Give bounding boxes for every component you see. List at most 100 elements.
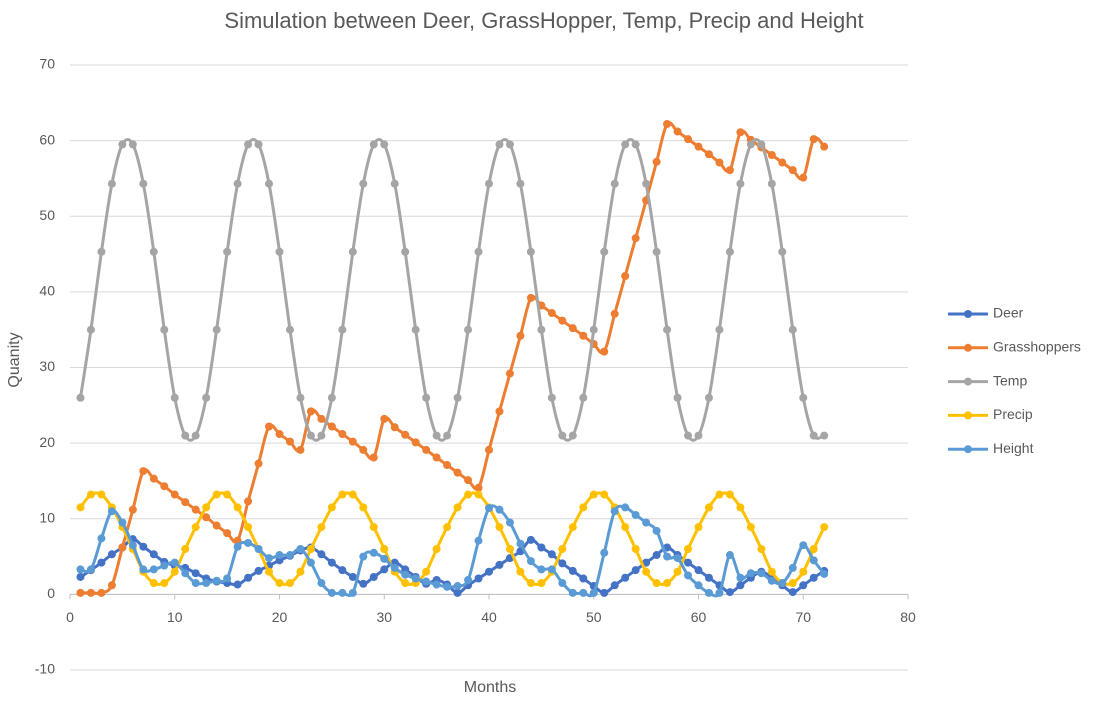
data-point [568, 588, 577, 597]
data-point [244, 497, 253, 506]
data-point [757, 545, 766, 553]
data-point [191, 505, 200, 514]
data-point [76, 572, 85, 581]
data-point [558, 559, 567, 568]
data-point [526, 293, 535, 302]
data-point [589, 588, 598, 597]
data-point [86, 588, 95, 597]
data-point [285, 551, 294, 560]
data-point [223, 574, 232, 583]
data-point [181, 498, 190, 507]
data-point [139, 467, 148, 476]
data-point [631, 510, 640, 519]
data-point [233, 542, 242, 551]
data-point [97, 558, 106, 567]
data-point [746, 569, 755, 578]
data-point [296, 445, 305, 454]
data-point [359, 503, 368, 512]
data-point [715, 490, 724, 499]
data-point [464, 490, 473, 499]
data-point [453, 468, 462, 477]
data-point [390, 563, 399, 572]
data-point [600, 490, 609, 499]
data-point [621, 523, 630, 532]
y-tick-label: 20 [39, 434, 55, 450]
data-point [746, 523, 755, 532]
data-point [505, 140, 514, 149]
y-tick-label: 70 [39, 56, 55, 72]
data-point [799, 567, 808, 576]
data-point [327, 422, 336, 431]
data-point [359, 579, 368, 588]
data-point [673, 127, 682, 136]
data-point [788, 588, 797, 597]
data-point [212, 490, 221, 499]
data-point [464, 476, 473, 485]
data-point [767, 150, 776, 159]
data-point [537, 579, 546, 588]
data-point [495, 560, 504, 569]
data-point [579, 588, 588, 597]
data-point [422, 577, 431, 586]
data-point [160, 325, 169, 334]
data-point [600, 247, 609, 256]
data-point [495, 505, 504, 514]
data-point [474, 483, 483, 492]
data-point [327, 393, 336, 402]
data-point [285, 579, 294, 588]
data-point [600, 548, 609, 557]
legend-label: Grasshoppers [993, 339, 1081, 355]
data-point [432, 580, 441, 589]
x-tick-label: 60 [691, 609, 707, 625]
data-point [149, 579, 158, 588]
legend-marker [964, 411, 972, 420]
data-point [725, 247, 734, 256]
data-point [411, 325, 420, 334]
data-point [526, 557, 535, 566]
data-point [223, 247, 232, 256]
data-point [317, 414, 326, 423]
data-point [568, 523, 577, 532]
data-point [621, 503, 630, 512]
data-point [265, 422, 274, 431]
legend-marker [964, 343, 972, 352]
data-point [736, 581, 745, 590]
data-point [568, 566, 577, 575]
data-point [244, 140, 253, 149]
x-tick-label: 80 [900, 609, 916, 625]
data-point [579, 331, 588, 340]
data-point [704, 393, 713, 402]
data-point [422, 567, 431, 576]
data-point [181, 545, 190, 553]
x-tick-label: 30 [376, 609, 392, 625]
data-point [422, 445, 431, 454]
data-point [254, 545, 263, 553]
data-point [684, 558, 693, 567]
data-point [359, 179, 368, 188]
x-tick-label: 70 [795, 609, 811, 625]
data-point [338, 588, 347, 597]
data-point [516, 539, 525, 548]
data-point [485, 504, 493, 513]
data-point [139, 179, 148, 188]
legend-label: Height [993, 440, 1034, 456]
data-point [139, 565, 148, 574]
y-tick-label: 40 [39, 283, 55, 299]
data-point [359, 552, 368, 561]
data-point [537, 325, 546, 334]
data-point [558, 579, 567, 588]
data-point [149, 474, 158, 483]
data-point [380, 140, 389, 149]
data-point [128, 140, 137, 149]
data-point [799, 173, 808, 182]
data-point [579, 503, 588, 512]
data-point [568, 431, 577, 440]
data-point [369, 453, 378, 462]
data-point [516, 567, 525, 576]
data-point [642, 179, 651, 188]
data-point [202, 393, 211, 402]
data-point [610, 581, 619, 590]
data-point [348, 437, 357, 446]
data-point [673, 554, 682, 563]
data-point [631, 234, 640, 243]
